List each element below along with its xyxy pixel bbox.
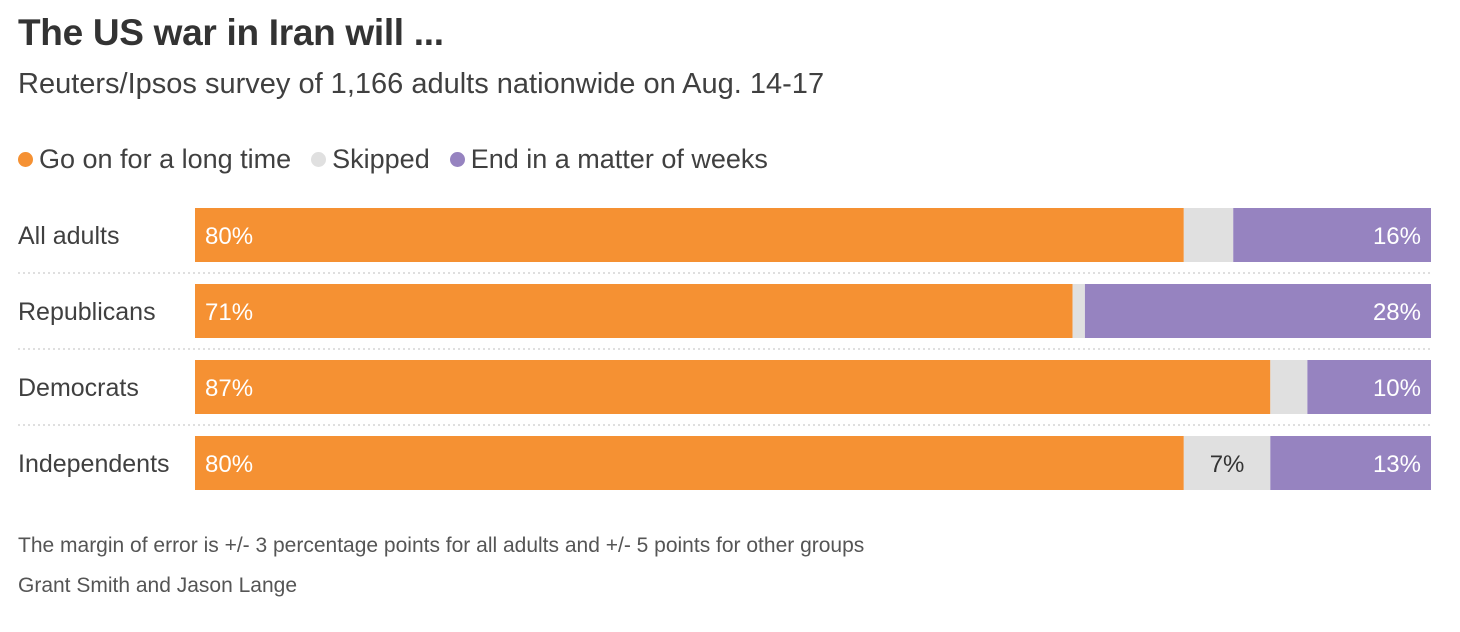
data-label: 13%: [1373, 451, 1421, 478]
legend-label-weeks: End in a matter of weeks: [470, 144, 768, 174]
category-label: All adults: [18, 222, 119, 250]
legend-item-long-time: Go on for a long time: [18, 144, 291, 175]
legend-dot-weeks: [449, 152, 465, 167]
legend-label-skipped: Skipped: [332, 144, 430, 174]
legend-dot-long-time: [18, 152, 33, 167]
legend-dot-skipped: [311, 152, 327, 167]
bar-segment-weeks: [1084, 284, 1431, 338]
bar-segment-long-time: [195, 284, 1073, 338]
bar-segment-skipped: [1183, 208, 1234, 262]
data-label: 7%: [1210, 451, 1245, 478]
chart-subtitle: Reuters/Ipsos survey of 1,166 adults nat…: [18, 68, 825, 100]
category-label: Democrats: [18, 374, 139, 402]
bar-segment-weeks: [1233, 208, 1431, 262]
data-label: 87%: [205, 375, 253, 402]
bar-segment-long-time: [195, 360, 1271, 414]
credit: Grant Smith and Jason Lange: [18, 574, 298, 597]
category-label: Independents: [18, 450, 170, 478]
category-label: Republicans: [18, 298, 156, 326]
bar-segment-long-time: [195, 208, 1184, 262]
footnote: The margin of error is +/- 3 percentage …: [18, 534, 865, 557]
bar-segment-weeks: [1307, 360, 1431, 414]
legend-label-long-time: Go on for a long time: [39, 144, 292, 174]
data-label: 80%: [205, 451, 253, 478]
bar-segment-skipped: [1183, 436, 1271, 490]
bar-segment-skipped: [1072, 284, 1085, 338]
bar-segment-skipped: [1270, 360, 1308, 414]
data-label: 80%: [205, 223, 253, 250]
data-label: 16%: [1373, 223, 1421, 250]
bar-segment-weeks: [1270, 436, 1431, 490]
data-label: 10%: [1373, 375, 1421, 402]
legend-item-weeks: End in a matter of weeks: [449, 144, 768, 175]
chart-title: The US war in Iran will ...: [18, 12, 444, 53]
bar-segment-long-time: [195, 436, 1184, 490]
legend: Go on for a long time Skipped End in a m…: [18, 144, 788, 175]
data-label: 28%: [1373, 299, 1421, 326]
legend-item-skipped: Skipped: [311, 144, 430, 175]
data-label: 71%: [205, 299, 253, 326]
